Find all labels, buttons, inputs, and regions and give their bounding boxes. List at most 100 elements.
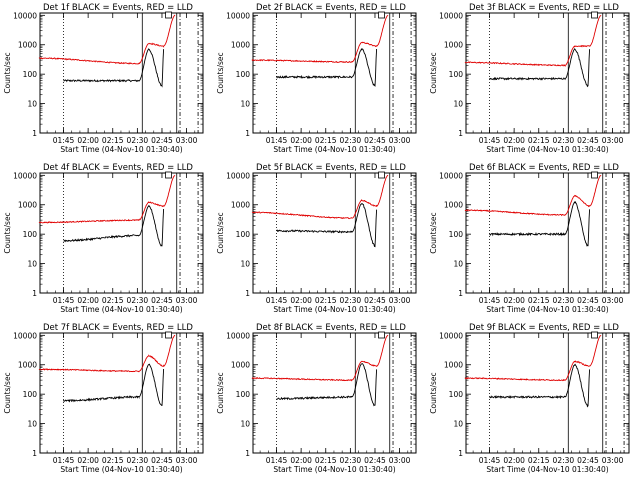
x-tick-label: 02:45 bbox=[151, 456, 173, 465]
y-axis-label: Counts/sec bbox=[216, 372, 225, 413]
x-tick-label: 02:30 bbox=[553, 136, 575, 145]
marker-box bbox=[591, 171, 598, 179]
y-tick-label: 10000 bbox=[13, 331, 37, 340]
x-tick-label: 02:45 bbox=[577, 136, 599, 145]
y-tick-label: 1000 bbox=[18, 41, 37, 50]
y-tick-label: 1 bbox=[32, 449, 37, 458]
x-axis-label: Start Time (04-Nov-10 01:30:40) bbox=[486, 305, 608, 314]
x-tick-label: 02:45 bbox=[577, 296, 599, 305]
y-tick-label: 10000 bbox=[13, 11, 37, 20]
x-tick-label: 02:15 bbox=[528, 296, 550, 305]
y-tick-label: 1000 bbox=[18, 361, 37, 370]
x-tick-label: 02:45 bbox=[364, 456, 386, 465]
x-tick-label: 02:45 bbox=[151, 136, 173, 145]
x-axis-label: Start Time (04-Nov-10 01:30:40) bbox=[273, 145, 395, 154]
events-series-line bbox=[489, 363, 591, 408]
plot-frame bbox=[39, 12, 204, 134]
y-tick-label: 100 bbox=[23, 230, 38, 239]
x-tick-label: 02:30 bbox=[127, 456, 149, 465]
chart-panel-1: Det 1f BLACK = Events, RED = LLD 1 10 100 10… bbox=[3, 3, 204, 154]
x-tick-label: 02:30 bbox=[340, 456, 362, 465]
marker-box bbox=[591, 11, 598, 19]
x-tick-label: 03:00 bbox=[176, 296, 198, 305]
x-axis-label: Start Time (04-Nov-10 01:30:40) bbox=[60, 145, 182, 154]
y-tick-label: 10 bbox=[27, 100, 37, 109]
lld-series-line bbox=[464, 174, 602, 217]
y-tick-label: 10 bbox=[27, 420, 37, 429]
x-tick-label: 02:15 bbox=[528, 456, 550, 465]
x-tick-label: 03:00 bbox=[602, 456, 624, 465]
chart-title: Det 6f BLACK = Events, RED = LLD bbox=[469, 163, 619, 173]
lld-series-line bbox=[251, 14, 389, 63]
y-axis-label: Counts/sec bbox=[3, 52, 12, 93]
x-tick-label: 01:45 bbox=[53, 136, 75, 145]
x-tick-label: 01:45 bbox=[266, 136, 288, 145]
lld-series-line bbox=[38, 175, 176, 224]
x-tick-label: 02:00 bbox=[503, 136, 525, 145]
lld-series-line bbox=[464, 14, 602, 68]
x-tick-label: 01:45 bbox=[53, 456, 75, 465]
x-tick-label: 02:15 bbox=[528, 136, 550, 145]
y-tick-label: 10000 bbox=[226, 11, 250, 20]
x-tick-label: 02:15 bbox=[102, 136, 124, 145]
plot-frame bbox=[465, 332, 630, 454]
x-tick-label: 02:00 bbox=[77, 296, 99, 305]
chart-panel-9: Det 9f BLACK = Events, RED = LLD 1 10 100 10… bbox=[429, 323, 630, 474]
x-tick-label: 01:45 bbox=[479, 296, 501, 305]
y-axis-label: Counts/sec bbox=[3, 372, 12, 413]
chart-title: Det 5f BLACK = Events, RED = LLD bbox=[256, 163, 406, 173]
y-tick-label: 1000 bbox=[444, 361, 463, 370]
x-tick-label: 02:15 bbox=[315, 136, 337, 145]
x-tick-label: 02:00 bbox=[290, 296, 312, 305]
x-tick-label: 02:30 bbox=[553, 456, 575, 465]
x-tick-label: 03:00 bbox=[389, 136, 411, 145]
x-tick-label: 02:15 bbox=[102, 296, 124, 305]
chart-panel-3: Det 3f BLACK = Events, RED = LLD 1 10 100 10… bbox=[429, 3, 630, 154]
lld-series-line bbox=[464, 335, 602, 382]
y-axis-label: Counts/sec bbox=[429, 212, 438, 253]
marker-box bbox=[165, 11, 172, 19]
plot-frame bbox=[465, 12, 630, 134]
y-tick-label: 100 bbox=[23, 390, 38, 399]
events-series-line bbox=[276, 203, 378, 248]
x-axis-label: Start Time (04-Nov-10 01:30:40) bbox=[273, 305, 395, 314]
chart-panel-7: Det 7f BLACK = Events, RED = LLD 1 10 100 10… bbox=[3, 323, 204, 474]
x-axis-label: Start Time (04-Nov-10 01:30:40) bbox=[486, 465, 608, 474]
x-tick-label: 03:00 bbox=[176, 456, 198, 465]
x-tick-label: 02:15 bbox=[102, 456, 124, 465]
y-tick-label: 10000 bbox=[13, 171, 37, 180]
y-tick-label: 10 bbox=[240, 420, 250, 429]
y-tick-label: 10 bbox=[453, 420, 463, 429]
y-axis-label: Counts/sec bbox=[3, 212, 12, 253]
x-tick-label: 03:00 bbox=[602, 136, 624, 145]
x-tick-label: 02:30 bbox=[127, 296, 149, 305]
y-tick-label: 1 bbox=[458, 289, 463, 298]
chart-title: Det 8f BLACK = Events, RED = LLD bbox=[256, 323, 406, 333]
y-tick-label: 1000 bbox=[444, 41, 463, 50]
x-tick-label: 02:00 bbox=[503, 296, 525, 305]
marker-box bbox=[591, 331, 598, 339]
plot-frame bbox=[465, 172, 630, 294]
y-tick-label: 100 bbox=[23, 70, 38, 79]
x-tick-label: 02:00 bbox=[290, 456, 312, 465]
x-tick-label: 02:45 bbox=[577, 456, 599, 465]
x-tick-label: 02:30 bbox=[553, 296, 575, 305]
y-tick-label: 1 bbox=[245, 449, 250, 458]
y-tick-label: 10000 bbox=[439, 171, 463, 180]
chart-panel-5: Det 5f BLACK = Events, RED = LLD 1 10 100 10… bbox=[216, 163, 417, 314]
x-tick-label: 02:30 bbox=[340, 296, 362, 305]
x-tick-label: 02:15 bbox=[315, 296, 337, 305]
y-tick-label: 1 bbox=[245, 129, 250, 138]
y-tick-label: 10000 bbox=[226, 331, 250, 340]
y-axis-label: Counts/sec bbox=[216, 52, 225, 93]
x-tick-label: 02:30 bbox=[340, 136, 362, 145]
y-tick-label: 100 bbox=[449, 390, 464, 399]
plot-frame bbox=[252, 332, 417, 454]
x-axis-label: Start Time (04-Nov-10 01:30:40) bbox=[60, 305, 182, 314]
chart-title: Det 1f BLACK = Events, RED = LLD bbox=[43, 3, 193, 13]
plot-frame bbox=[252, 12, 417, 134]
y-tick-label: 10000 bbox=[226, 171, 250, 180]
y-tick-label: 10000 bbox=[439, 331, 463, 340]
y-tick-label: 10 bbox=[453, 100, 463, 109]
